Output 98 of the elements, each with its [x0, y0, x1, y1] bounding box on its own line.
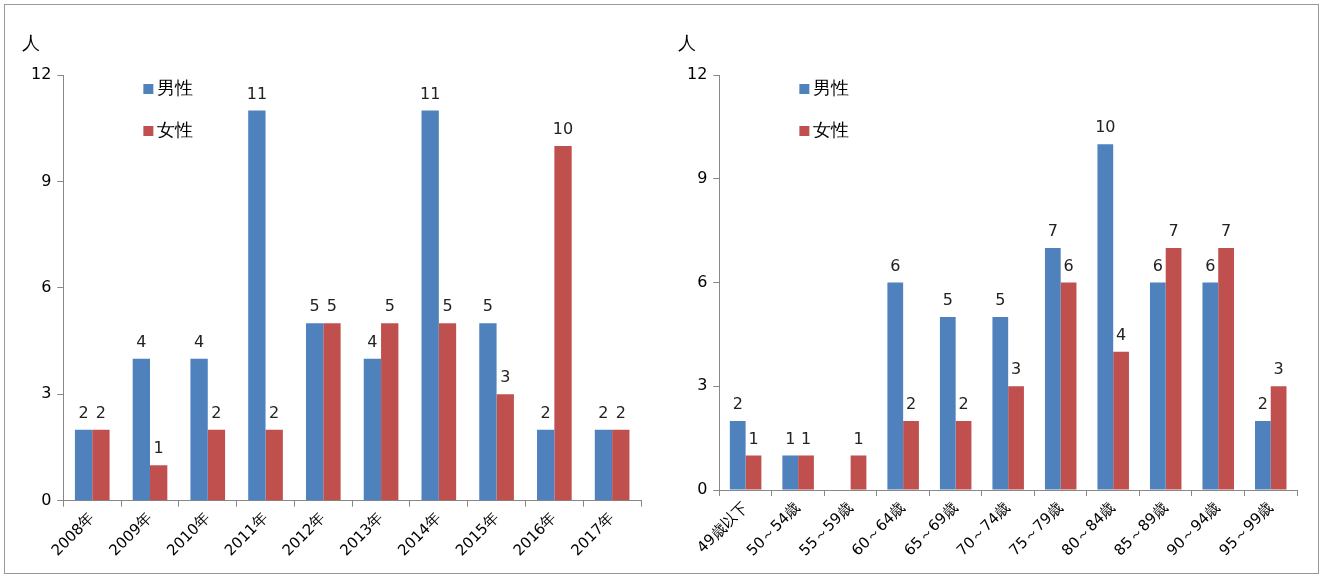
data-label: 6	[890, 255, 901, 275]
bar	[1165, 247, 1182, 490]
bar	[745, 455, 762, 490]
y-tick-label: 9	[41, 170, 52, 190]
legend-label: 女性	[813, 118, 850, 140]
y-tick-label: 0	[41, 489, 52, 509]
bar	[92, 429, 110, 501]
bar	[903, 420, 919, 490]
data-label: 10	[1095, 117, 1116, 137]
y-tick-label: 9	[697, 167, 708, 187]
bar	[207, 429, 226, 501]
bar	[1149, 282, 1166, 490]
data-label: 6	[1063, 255, 1074, 275]
data-label: 5	[326, 296, 338, 316]
bar	[992, 317, 1009, 490]
data-label: 2	[905, 394, 917, 414]
bar	[1270, 386, 1287, 490]
data-label: 4	[1115, 324, 1127, 344]
data-label: 2	[598, 402, 609, 422]
bar	[554, 145, 572, 501]
bar	[132, 358, 151, 501]
bar	[438, 323, 457, 501]
data-label: 6	[1205, 255, 1216, 275]
bar	[1008, 386, 1024, 490]
data-label: 1	[800, 428, 812, 448]
y-tick-label: 0	[697, 479, 708, 499]
data-label: 7	[1221, 221, 1232, 241]
bar	[305, 323, 324, 501]
bar	[363, 358, 382, 501]
bar	[594, 429, 613, 501]
data-label: 2	[1257, 394, 1268, 414]
y-axis-title: 人	[22, 31, 40, 53]
bar	[798, 455, 814, 490]
data-label: 2	[78, 402, 89, 422]
bar	[248, 110, 266, 501]
data-label: 3	[1010, 359, 1022, 379]
data-label: 4	[136, 331, 147, 351]
bar	[887, 282, 904, 490]
data-label: 11	[246, 83, 268, 103]
data-label: 1	[853, 428, 864, 448]
bar	[1097, 144, 1114, 490]
data-label: 2	[540, 402, 551, 422]
y-tick-label: 12	[687, 64, 708, 84]
bar	[1044, 247, 1061, 490]
bar	[612, 429, 630, 501]
bar	[265, 429, 283, 501]
bar	[1218, 247, 1234, 490]
data-label: 1	[153, 438, 164, 458]
bar	[955, 420, 972, 490]
bar	[323, 323, 341, 501]
legend-label: 男性	[813, 76, 850, 98]
y-tick-label: 6	[697, 271, 708, 291]
bar	[537, 429, 555, 501]
bar	[479, 323, 497, 501]
data-label: 1	[748, 428, 759, 448]
legend-label: 男性	[157, 76, 194, 98]
data-label: 5	[442, 296, 453, 316]
data-label: 4	[194, 331, 205, 351]
bar	[1113, 351, 1129, 490]
y-tick-label: 12	[31, 64, 52, 84]
legend-label: 女性	[157, 118, 194, 140]
data-label: 5	[942, 290, 953, 310]
data-label: 5	[482, 296, 494, 316]
bar	[74, 429, 93, 501]
bar	[381, 323, 399, 501]
bar	[729, 420, 746, 490]
data-label: 5	[309, 296, 320, 316]
bar	[1254, 420, 1271, 490]
data-label: 3	[500, 367, 511, 387]
data-label: 4	[367, 331, 378, 351]
bar	[782, 455, 799, 490]
bar	[850, 455, 867, 490]
bar	[939, 317, 956, 490]
bar	[190, 358, 208, 501]
data-label: 5	[384, 296, 395, 316]
data-label: 6	[1152, 255, 1163, 275]
data-label: 2	[95, 402, 106, 422]
data-label: 7	[1168, 221, 1179, 241]
bar	[496, 394, 514, 501]
data-label: 2	[732, 394, 743, 414]
data-label: 7	[1047, 221, 1058, 241]
data-label: 2	[269, 402, 280, 422]
bar	[1060, 282, 1077, 490]
bar	[1202, 282, 1219, 490]
y-tick-label: 3	[697, 375, 708, 395]
bar	[421, 110, 439, 501]
data-label: 2	[615, 402, 626, 422]
y-tick-label: 6	[41, 276, 52, 296]
data-label: 1	[785, 428, 796, 448]
data-label: 5	[995, 290, 1006, 310]
y-tick-label: 3	[41, 383, 52, 403]
y-axis-title: 人	[678, 31, 696, 53]
data-label: 10	[552, 119, 574, 139]
data-label: 3	[1273, 359, 1284, 379]
bar	[150, 465, 168, 501]
data-label: 2	[211, 402, 222, 422]
data-label: 2	[958, 394, 969, 414]
data-label: 11	[419, 83, 441, 103]
